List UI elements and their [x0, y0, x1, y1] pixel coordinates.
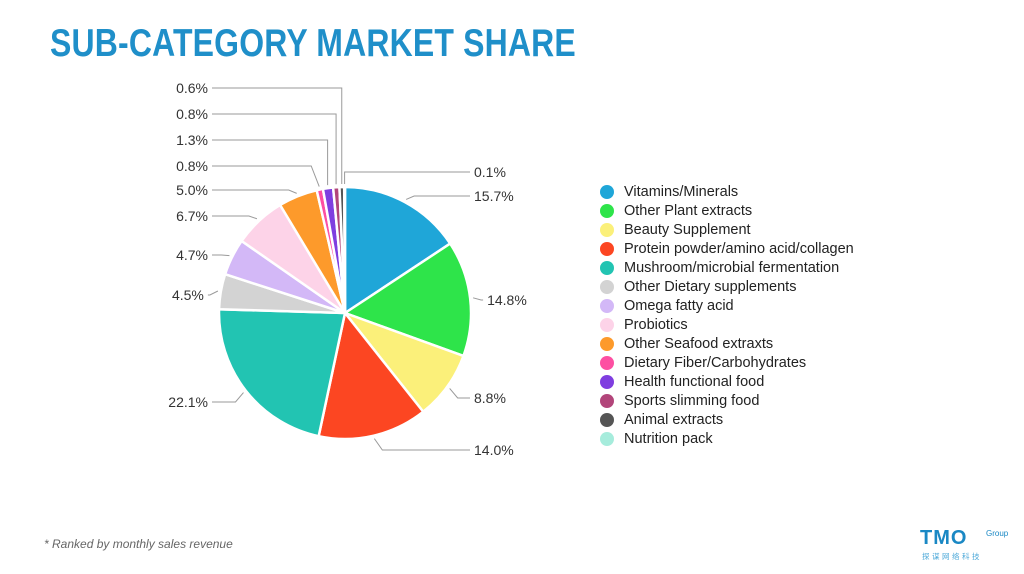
leader-line-other-dietary-supplements: [207, 290, 219, 296]
data-label-beauty-supplement: 8.8%: [474, 390, 506, 406]
legend-label: Protein powder/amino acid/collagen: [624, 240, 854, 257]
leader-line-mushroom-microbial-fermentation: [212, 392, 244, 403]
data-labels: 15.7% 14.8% 8.8% 14.0% 22.1% 4.5% 4.7% 6.7% 5.0%…: [168, 80, 527, 458]
leader-line-other-plant-extracts: [472, 297, 484, 301]
legend-item-omega-fatty-acid: Omega fatty acid: [600, 296, 854, 315]
pie-slice-nutrition-pack: [342, 185, 347, 315]
legend-label: Mushroom/microbial fermentation: [624, 259, 840, 276]
legend-swatch: [600, 279, 614, 294]
data-label-other-seafood-extraxts: 5.0%: [176, 182, 208, 198]
data-label-animal-extracts: 0.6%: [176, 80, 208, 96]
pie-slice-protein-powder-amino-acid-collagen: [317, 311, 425, 441]
data-label-protein-powder-amino-acid-collagen: 14.0%: [474, 442, 514, 458]
legend-label: Dietary Fiber/Carbohydrates: [624, 354, 807, 371]
legend-item-vitamins-minerals: Vitamins/Minerals: [600, 182, 854, 201]
legend-label: Omega fatty acid: [624, 297, 734, 314]
legend-label: Sports slimming food: [624, 392, 760, 409]
legend-swatch: [600, 336, 614, 351]
leader-line-dietary-fiber-carbohydrates: [212, 165, 320, 187]
legend-item-animal-extracts: Animal extracts: [600, 410, 854, 429]
legend-item-other-seafood-extraxts: Other Seafood extraxts: [600, 334, 854, 353]
data-label-health-functional-food: 1.3%: [176, 132, 208, 148]
tmo-logo: TMO Group 探谋网络科技: [920, 527, 1012, 563]
legend-swatch: [600, 412, 614, 427]
legend-label: Nutrition pack: [624, 430, 713, 447]
pie-slice-mushroom-microbial-fermentation: [217, 307, 347, 438]
pie-slice-vitamins-minerals: [343, 185, 452, 315]
pie-slices: [217, 185, 473, 441]
leader-lines: [207, 87, 484, 451]
data-label-dietary-fiber-carbohydrates: 0.8%: [176, 158, 208, 174]
legend-swatch: [600, 260, 614, 275]
footnote: * Ranked by monthly sales revenue: [44, 537, 233, 551]
legend-label: Animal extracts: [624, 411, 724, 428]
data-label-vitamins-minerals: 15.7%: [474, 188, 514, 204]
data-label-omega-fatty-acid: 4.7%: [176, 247, 208, 263]
legend-item-probiotics: Probiotics: [600, 315, 854, 334]
data-label-probiotics: 6.7%: [176, 208, 208, 224]
legend-label: Other Seafood extraxts: [624, 335, 774, 352]
legend-label: Other Plant extracts: [624, 202, 753, 219]
logo-group-text: Group: [986, 529, 1009, 538]
legend-item-other-plant-extracts: Other Plant extracts: [600, 201, 854, 220]
data-label-mushroom-microbial-fermentation: 22.1%: [168, 394, 208, 410]
legend: Vitamins/Minerals Other Plant extracts Bea…: [600, 182, 854, 448]
legend-item-sports-slimming-food: Sports slimming food: [600, 391, 854, 410]
legend-swatch: [600, 431, 614, 446]
legend-item-protein-powder-amino-acid-collagen: Protein powder/amino acid/collagen: [600, 239, 854, 258]
pie-slice-other-plant-extracts: [343, 242, 473, 358]
legend-label: Vitamins/Minerals: [624, 183, 739, 200]
logo-main-text: TMO: [920, 527, 968, 549]
leader-line-protein-powder-amino-acid-collagen: [373, 438, 470, 451]
legend-swatch: [600, 317, 614, 332]
legend-swatch: [600, 393, 614, 408]
legend-item-nutrition-pack: Nutrition pack: [600, 429, 854, 448]
leader-line-vitamins-minerals: [405, 195, 470, 200]
leader-line-health-functional-food: [212, 139, 329, 186]
leader-line-nutrition-pack: [344, 171, 470, 185]
leader-line-omega-fatty-acid: [212, 254, 230, 257]
legend-swatch: [600, 203, 614, 218]
legend-label: Probiotics: [624, 316, 688, 333]
legend-item-mushroom-microbial-fermentation: Mushroom/microbial fermentation: [600, 258, 854, 277]
chart-title: SUB-CATEGORY MARKET SHARE: [50, 22, 576, 65]
leader-line-sports-slimming-food: [212, 113, 337, 185]
data-label-other-dietary-supplements: 4.5%: [172, 287, 204, 303]
leader-line-beauty-supplement: [449, 388, 470, 399]
legend-swatch: [600, 355, 614, 370]
legend-item-health-functional-food: Health functional food: [600, 372, 854, 391]
legend-label: Beauty Supplement: [624, 221, 751, 238]
data-label-other-plant-extracts: 14.8%: [487, 292, 527, 308]
legend-swatch: [600, 241, 614, 256]
logo-sub-text: 探谋网络科技: [922, 552, 982, 561]
legend-swatch: [600, 222, 614, 237]
legend-swatch: [600, 298, 614, 313]
legend-label: Other Dietary supplements: [624, 278, 797, 295]
legend-item-dietary-fiber-carbohydrates: Dietary Fiber/Carbohydrates: [600, 353, 854, 372]
leader-line-probiotics: [212, 215, 258, 220]
leader-line-animal-extracts: [212, 87, 343, 185]
data-label-nutrition-pack: 0.1%: [474, 164, 506, 180]
data-label-sports-slimming-food: 0.8%: [176, 106, 208, 122]
legend-label: Health functional food: [624, 373, 765, 390]
leader-line-other-seafood-extraxts: [212, 189, 297, 194]
legend-item-other-dietary-supplements: Other Dietary supplements: [600, 277, 854, 296]
legend-swatch: [600, 184, 614, 199]
legend-item-beauty-supplement: Beauty Supplement: [600, 220, 854, 239]
legend-swatch: [600, 374, 614, 389]
